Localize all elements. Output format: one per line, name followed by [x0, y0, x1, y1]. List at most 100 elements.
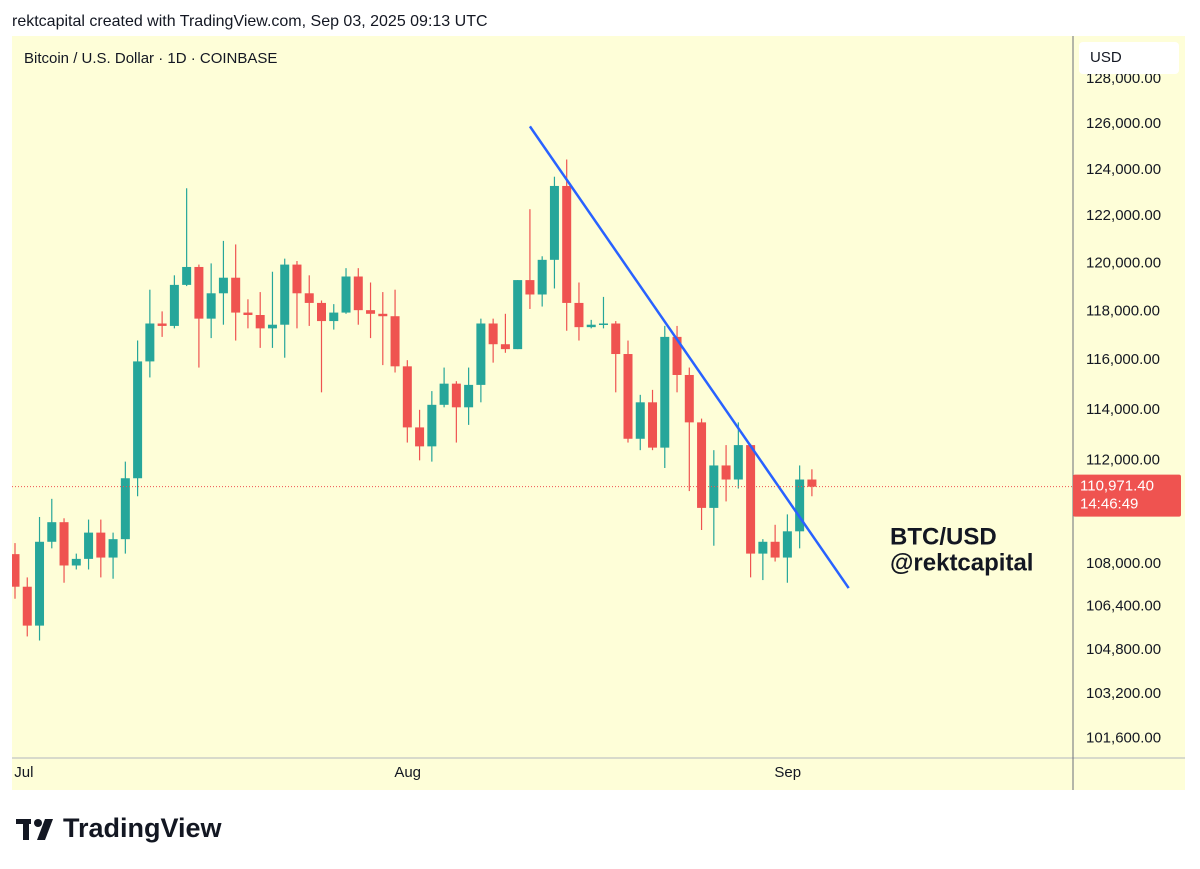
candle-body: [206, 293, 216, 319]
candle-body: [623, 354, 633, 439]
x-tick-label: Aug: [394, 764, 421, 781]
candle-body: [267, 324, 277, 329]
candle-body: [317, 302, 326, 322]
annotation: @rektcapital: [890, 549, 1033, 576]
candle-body: [59, 522, 69, 566]
candle-body: [182, 266, 192, 285]
candle-body: [304, 293, 314, 303]
candle-body: [255, 315, 265, 329]
candle-body: [22, 586, 32, 626]
chart-title: Bitcoin / U.S. Dollar · 1D · COINBASE: [24, 50, 277, 67]
candle-body: [733, 445, 743, 480]
candle-body: [218, 277, 228, 294]
candle-body: [108, 539, 118, 558]
candle-body: [476, 323, 486, 385]
y-tick-label: 112,000.00: [1086, 451, 1160, 468]
candle-body: [35, 541, 45, 626]
x-tick-label: Jul: [14, 764, 33, 781]
candle-body: [770, 541, 780, 558]
header: rektcapital created with TradingView.com…: [12, 13, 488, 30]
candle-body: [231, 277, 241, 313]
candle-body: [562, 185, 572, 303]
candle-body: [402, 366, 412, 428]
candle-body: [598, 323, 608, 325]
y-tick-label: 126,000.00: [1086, 115, 1161, 132]
candle-body: [390, 316, 400, 367]
candle-body: [341, 276, 351, 313]
candle-body: [329, 312, 339, 322]
y-tick-label: 114,000.00: [1086, 401, 1160, 418]
candle-body: [574, 302, 584, 328]
annotation: BTC/USD: [890, 523, 997, 550]
candle-body: [415, 427, 425, 447]
candle-body: [488, 323, 498, 345]
brand: TradingView: [63, 813, 223, 843]
candle-body: [451, 383, 461, 408]
candle-body: [635, 402, 645, 439]
currency-box: [1079, 42, 1179, 74]
candle-body: [746, 445, 756, 554]
candle-body: [12, 554, 20, 587]
candle-body: [500, 344, 510, 350]
y-tick-label: 103,200.00: [1086, 685, 1161, 702]
candle-body: [292, 264, 302, 294]
candle-body: [47, 522, 57, 542]
candle-body: [513, 280, 523, 350]
countdown: 14:46:49: [1080, 496, 1138, 513]
candle-body: [439, 383, 449, 405]
candle-body: [709, 465, 719, 508]
candle-body: [133, 361, 143, 479]
candle-body: [537, 259, 547, 295]
last-price-box: [1073, 474, 1181, 517]
y-tick-label: 106,400.00: [1086, 598, 1161, 615]
y-tick-label: 122,000.00: [1086, 207, 1161, 224]
last-price-label: 110,971.40: [1080, 478, 1154, 495]
candle-body: [280, 264, 290, 325]
candle-body: [120, 478, 130, 540]
candle-body: [427, 404, 437, 447]
candle-body: [71, 558, 81, 566]
candle-body: [549, 185, 559, 260]
logo-mark: [37, 819, 53, 840]
plot: [12, 125, 1073, 641]
chart-background: [12, 36, 1185, 790]
candle-body: [807, 479, 817, 487]
candle-body: [721, 465, 731, 480]
y-tick-label: 128,000.00: [1086, 70, 1161, 87]
y-tick-label: 124,000.00: [1086, 161, 1161, 178]
candle-body: [648, 402, 658, 448]
candle-body: [157, 323, 167, 326]
trendline: [528, 125, 850, 589]
candle-body: [795, 479, 805, 532]
candle-body: [145, 323, 155, 362]
candle-body: [169, 284, 179, 326]
logo: [16, 819, 53, 840]
y-tick-label: 120,000.00: [1086, 254, 1161, 271]
candle-body: [758, 541, 768, 554]
price-axis: 101,600.00 103,200.00 104,800.00 106,400.00…: [1086, 70, 1161, 746]
y-tick-label: 104,800.00: [1086, 641, 1161, 658]
candle-body: [194, 266, 204, 319]
candle-body: [525, 280, 535, 295]
candle-body: [782, 531, 792, 558]
candle-body: [353, 276, 363, 311]
candle-body: [243, 312, 253, 316]
candle-body: [611, 323, 621, 355]
candle-body: [684, 374, 694, 423]
candle-body: [84, 532, 94, 559]
y-tick-label: 118,000.00: [1086, 302, 1160, 319]
y-tick-label: 108,000.00: [1086, 555, 1161, 572]
candle-body: [378, 313, 388, 317]
currency: USD: [1090, 49, 1122, 66]
candle-body: [464, 384, 474, 408]
x-tick-label: Sep: [774, 764, 801, 781]
candle-body: [672, 336, 682, 375]
candle-body: [96, 532, 106, 558]
logo-mark: [23, 819, 29, 840]
candle-body: [586, 324, 596, 328]
candle-body: [697, 422, 707, 508]
candle-body: [366, 310, 376, 314]
logo-mark: [34, 819, 42, 827]
y-tick-label: 101,600.00: [1086, 730, 1161, 747]
